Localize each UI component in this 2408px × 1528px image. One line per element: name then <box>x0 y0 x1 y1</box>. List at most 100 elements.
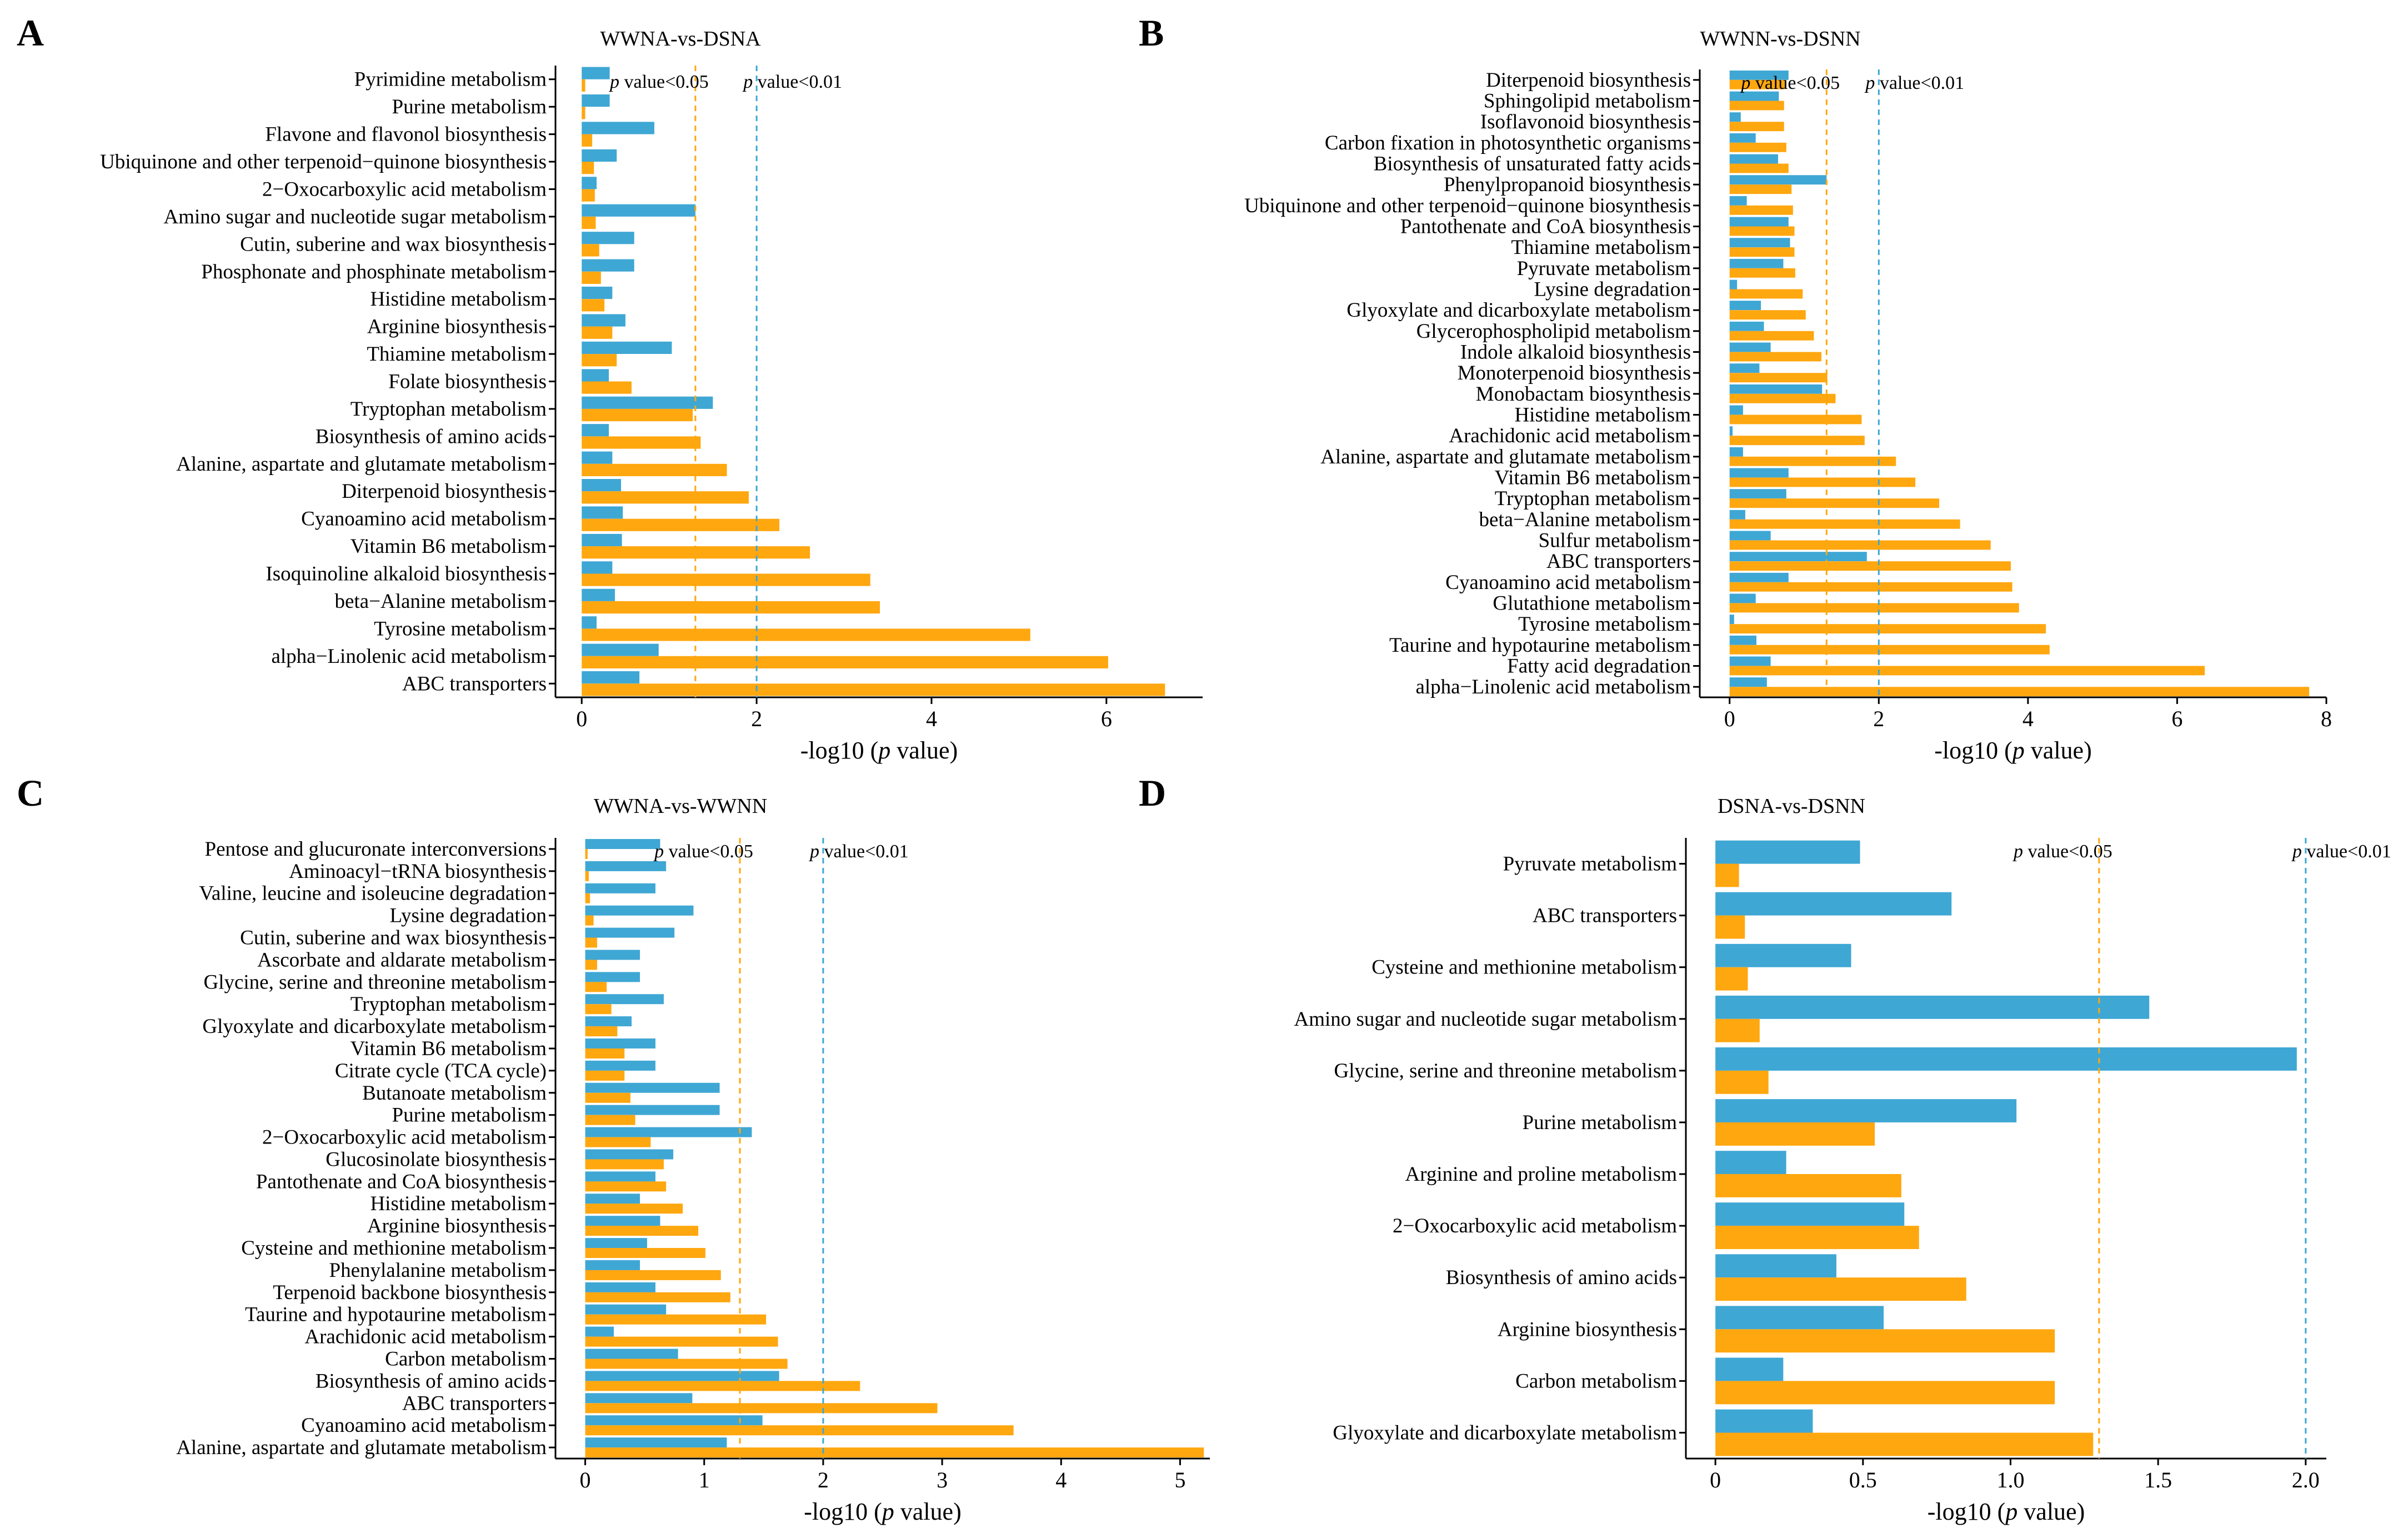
bar-orange <box>1729 289 1803 299</box>
x-tick-label: 4 <box>2022 706 2034 731</box>
bar-orange <box>582 134 593 147</box>
bar-orange <box>582 299 605 312</box>
bar-blue <box>1729 196 1747 206</box>
category-label: Indole alkaloid biosynthesis <box>1460 341 1691 364</box>
x-tick-label: 2.0 <box>2292 1467 2320 1492</box>
bar-orange <box>1715 1122 1875 1146</box>
bar-blue <box>585 1437 727 1448</box>
bar-blue <box>582 479 622 492</box>
category-label: Isoflavonoid biosynthesis <box>1480 111 1691 133</box>
ref-label-0-01: p value<0.01 <box>809 841 909 862</box>
bar-blue <box>582 424 609 437</box>
category-label: 2−Oxocarboxylic acid metabolism <box>262 178 547 201</box>
bar-blue <box>582 588 615 601</box>
x-tick-label: 1.5 <box>2144 1467 2172 1492</box>
x-axis-title-part: -log10 ( <box>804 1498 882 1525</box>
bar-orange <box>585 848 588 859</box>
bar-blue <box>1729 112 1741 122</box>
bar-orange <box>1729 310 1806 320</box>
x-tick-label: 2 <box>818 1467 829 1492</box>
bar-blue <box>585 1105 720 1115</box>
x-axis-title-part: value) <box>890 737 958 764</box>
bar-orange <box>1729 540 1991 550</box>
bar-blue <box>585 1171 655 1182</box>
bar-orange <box>1729 101 1784 111</box>
x-tick-label: 2 <box>1873 706 1884 731</box>
bar-orange <box>585 1248 705 1258</box>
category-label: Vitamin B6 metabolism <box>351 1037 547 1060</box>
bar-blue <box>1729 91 1779 101</box>
bar-orange <box>585 1336 778 1347</box>
bar-blue <box>585 1194 640 1204</box>
category-label: Tryptophan metabolism <box>351 993 547 1016</box>
category-label: Glycine, serine and threonine metabolism <box>203 971 547 993</box>
bar-blue <box>1729 238 1790 248</box>
category-label: Sulfur metabolism <box>1539 530 1691 552</box>
category-label: Vitamin B6 metabolism <box>1495 467 1691 490</box>
category-label: Pentose and glucuronate interconversions <box>205 838 547 861</box>
category-label: 2−Oxocarboxylic acid metabolism <box>262 1126 547 1149</box>
category-label: Glyoxylate and dicarboxylate metabolism <box>1333 1421 1677 1444</box>
category-label: ABC transporters <box>402 1392 547 1415</box>
bar-orange <box>585 1403 938 1414</box>
bar-orange <box>1729 226 1795 236</box>
bar-orange <box>582 381 632 394</box>
category-label: Biosynthesis of amino acids <box>316 1370 547 1392</box>
bar-blue <box>1715 1151 1786 1175</box>
ref-label-text: value<0.05 <box>619 72 709 92</box>
x-tick-label: 8 <box>2321 706 2332 731</box>
bar-orange <box>582 601 880 614</box>
bar-blue <box>582 259 634 272</box>
bar-orange <box>585 1292 730 1302</box>
bar-orange <box>582 463 727 476</box>
category-label: Pantothenate and CoA biosynthesis <box>1400 216 1691 238</box>
x-tick-label: 0 <box>576 706 587 731</box>
bar-blue <box>1729 426 1733 436</box>
bar-blue <box>1729 133 1756 143</box>
category-label: Citrate cycle (TCA cycle) <box>335 1060 547 1082</box>
bar-orange <box>582 189 595 202</box>
bar-blue <box>585 1349 678 1359</box>
category-label: Terpenoid backbone biosynthesis <box>273 1281 547 1304</box>
category-label: Cysteine and methionine metabolism <box>1371 956 1677 979</box>
category-label: Pyrimidine metabolism <box>354 68 547 91</box>
category-label: Cyanoamino acid metabolism <box>301 1414 547 1437</box>
panel-c-title: WWNA-vs-WWNN <box>594 795 767 818</box>
bar-orange <box>1729 687 2310 697</box>
x-tick-label: 2 <box>751 706 762 731</box>
ref-label-text: value<0.01 <box>819 841 909 862</box>
bar-orange <box>582 683 1165 696</box>
bar-orange <box>582 354 617 367</box>
bar-blue <box>1729 510 1745 520</box>
ref-label-p: p <box>1740 73 1750 93</box>
ref-label-text: value<0.05 <box>2023 841 2112 862</box>
bar-orange <box>1715 1432 2094 1456</box>
category-label: ABC transporters <box>1533 905 1677 927</box>
bar-orange <box>1729 519 1960 529</box>
category-label: Monobactam biosynthesis <box>1476 383 1691 406</box>
bar-blue <box>582 232 634 244</box>
category-label: Purine metabolism <box>392 1104 547 1127</box>
category-label: Arginine biosynthesis <box>367 316 547 338</box>
panel-b-title: WWNN-vs-DSNN <box>1700 27 1860 51</box>
bar-blue <box>1715 892 1952 916</box>
panel-a: A WWNA-vs-DSNA Pyrimidine metabolism Puri… <box>17 12 1203 764</box>
bar-blue <box>582 396 713 409</box>
bar-blue <box>582 204 695 217</box>
bar-blue <box>585 1038 655 1048</box>
category-label: Histidine metabolism <box>370 1192 547 1215</box>
x-tick-label: 5 <box>1174 1467 1185 1492</box>
bar-orange <box>1715 1018 1760 1042</box>
bar-orange <box>585 915 594 926</box>
panel-a-title: WWNA-vs-DSNA <box>600 27 761 51</box>
bar-blue <box>1729 384 1823 394</box>
category-label: Arginine and proline metabolism <box>1405 1163 1678 1186</box>
x-axis-title: -log10 (p value) <box>804 1498 961 1525</box>
bar-orange <box>582 628 1030 641</box>
bar-blue <box>1729 447 1743 457</box>
ref-label-0-01: p value<0.01 <box>1864 73 1964 93</box>
ref-label-p: p <box>2012 841 2023 862</box>
bar-blue <box>585 1238 647 1249</box>
x-axis-title-part: p <box>2004 1498 2017 1525</box>
